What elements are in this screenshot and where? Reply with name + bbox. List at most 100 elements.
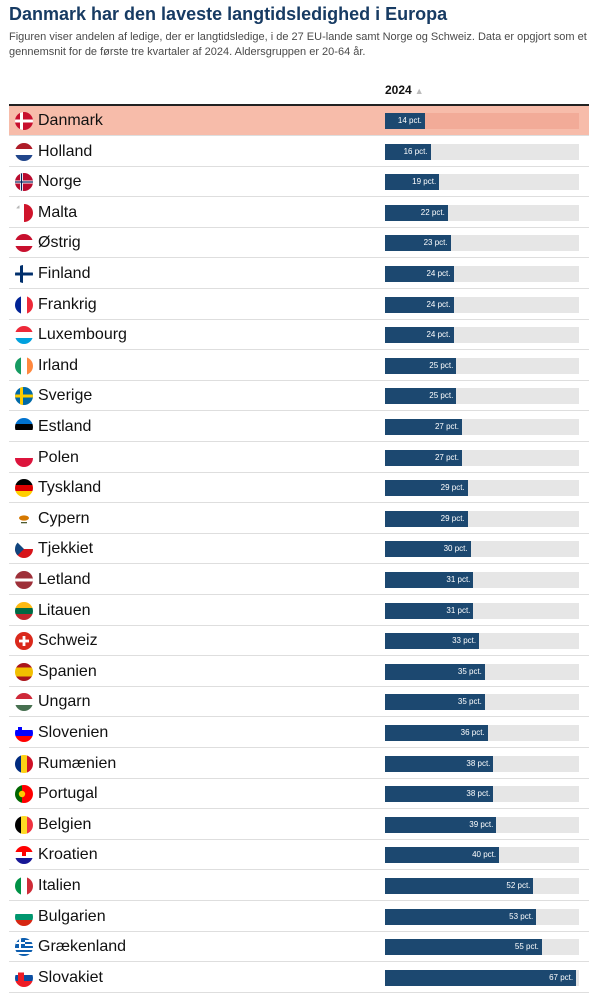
- country-label: Østrig: [38, 234, 81, 252]
- table-row: Danmark 14 pct.: [9, 106, 589, 136]
- data-label: 16 pct.: [403, 146, 428, 156]
- table-row: Italien 52 pct.: [9, 871, 589, 901]
- country-label: Ungarn: [38, 693, 91, 711]
- bar: 19 pct.: [385, 174, 440, 191]
- column-header-2024[interactable]: 2024 ▲: [385, 83, 424, 97]
- sort-arrow-icon[interactable]: ▲: [414, 86, 424, 96]
- bar-track: 38 pct.: [385, 755, 579, 772]
- table-row: Schweiz 33 pct.: [9, 626, 589, 657]
- bar: 40 pct.: [385, 847, 500, 864]
- data-label: 31 pct.: [446, 575, 471, 584]
- country-label: Grækenland: [38, 938, 127, 956]
- data-label: 23 pct.: [423, 238, 448, 248]
- table-row: Kroatien 40 pct.: [9, 840, 589, 871]
- flag-cz-icon: [15, 540, 33, 559]
- table-row: Finland 24 pct.: [9, 259, 589, 289]
- table-row: Slovenien 36 pct.: [9, 718, 589, 748]
- table-row: Litauen 31 pct.: [9, 596, 589, 626]
- country-label: Tyskland: [38, 479, 102, 497]
- table-row: Letland 31 pct.: [9, 565, 589, 595]
- flag-gr-icon: [15, 938, 33, 957]
- country-label: Cypern: [38, 509, 90, 527]
- country-label: Spanien: [38, 662, 97, 680]
- bar: 24 pct.: [385, 266, 454, 282]
- table-row: Polen 27 pct.: [9, 443, 589, 473]
- bar: 52 pct.: [385, 878, 534, 894]
- flag-nl-icon: [15, 142, 33, 161]
- country-label: Schweiz: [38, 632, 98, 650]
- flag-ee-icon: [15, 418, 33, 436]
- chart-subtitle: Figuren viser andelen af ledige, der er …: [9, 31, 587, 58]
- country-label: Bulgarien: [38, 907, 106, 925]
- bar-track: 40 pct.: [385, 847, 579, 864]
- bar: 35 pct.: [385, 663, 485, 680]
- table-row: Frankrig 24 pct.: [9, 290, 589, 320]
- bar: 29 pct.: [385, 480, 468, 497]
- country-label: Irland: [38, 356, 79, 374]
- table-row: Grækenland 55 pct.: [9, 932, 589, 963]
- data-label: 19 pct.: [412, 177, 437, 187]
- bar: 23 pct.: [385, 235, 451, 252]
- bar-track: 67 pct.: [385, 969, 579, 986]
- bar-track: 30 pct.: [385, 541, 579, 558]
- table-row: Bulgarien 53 pct.: [9, 902, 589, 932]
- bar: 24 pct.: [385, 296, 454, 313]
- country-label: Slovenien: [38, 724, 109, 741]
- data-label: 27 pct.: [434, 422, 459, 431]
- flag-dk-icon: [15, 112, 33, 130]
- country-label: Holland: [38, 142, 93, 160]
- country-label: Estland: [38, 418, 92, 435]
- bar-track: 36 pct.: [385, 725, 579, 741]
- bar-track: 19 pct.: [385, 174, 579, 191]
- data-label: 38 pct.: [466, 789, 491, 799]
- data-label: 35 pct.: [457, 697, 482, 707]
- data-label: 29 pct.: [440, 513, 465, 523]
- table-row: Portugal 38 pct.: [9, 779, 589, 810]
- bar-track: 14 pct.: [385, 113, 579, 129]
- data-label: 27 pct.: [434, 452, 459, 462]
- data-label: 55 pct.: [514, 942, 539, 952]
- bar: 31 pct.: [385, 572, 474, 588]
- country-label: Malta: [38, 203, 78, 221]
- data-label: 25 pct.: [429, 360, 454, 370]
- bar-track: 24 pct.: [385, 266, 579, 282]
- table-row: Slovakiet 67 pct.: [9, 963, 589, 993]
- bar: 25 pct.: [385, 388, 457, 405]
- country-label: Tjekkiet: [38, 540, 94, 558]
- data-label: 24 pct.: [426, 299, 451, 309]
- bar: 67 pct.: [385, 969, 577, 986]
- bar-track: 52 pct.: [385, 878, 579, 894]
- flag-cy-icon: [15, 509, 33, 528]
- bar-track: 39 pct.: [385, 816, 579, 833]
- bar-track: 24 pct.: [385, 296, 579, 313]
- country-label: Rumænien: [38, 754, 117, 772]
- data-label: 67 pct.: [549, 972, 574, 982]
- header-divider: [9, 104, 589, 106]
- flag-se-icon: [15, 387, 33, 406]
- bar: 31 pct.: [385, 602, 474, 619]
- table-row: Sverige 25 pct.: [9, 381, 589, 412]
- data-label: 14 pct.: [397, 116, 422, 125]
- bar-track: 29 pct.: [385, 510, 579, 527]
- flag-si-icon: [15, 724, 33, 742]
- flag-lu-icon: [15, 326, 33, 345]
- bar-track: 29 pct.: [385, 480, 579, 497]
- bar-track: 22 pct.: [385, 204, 579, 221]
- flag-hr-icon: [15, 846, 33, 865]
- table-row: Østrig 23 pct.: [9, 228, 589, 259]
- flag-bg-icon: [15, 907, 33, 926]
- table-row: Estland 27 pct.: [9, 412, 589, 442]
- chart-title: Danmark har den laveste langtidsledighed…: [9, 4, 448, 24]
- flag-hu-icon: [15, 693, 33, 712]
- country-label: Sverige: [38, 387, 93, 405]
- bar: 30 pct.: [385, 541, 471, 558]
- bar-track: 16 pct.: [385, 143, 579, 160]
- country-label: Norge: [38, 173, 82, 191]
- data-label: 40 pct.: [472, 850, 497, 860]
- bar: 53 pct.: [385, 908, 537, 925]
- table-row: Tjekkiet 30 pct.: [9, 534, 589, 565]
- country-label: Finland: [38, 265, 91, 282]
- data-label: 36 pct.: [460, 728, 485, 737]
- table-row: Holland 16 pct.: [9, 137, 589, 167]
- flag-sk-icon: [15, 968, 33, 987]
